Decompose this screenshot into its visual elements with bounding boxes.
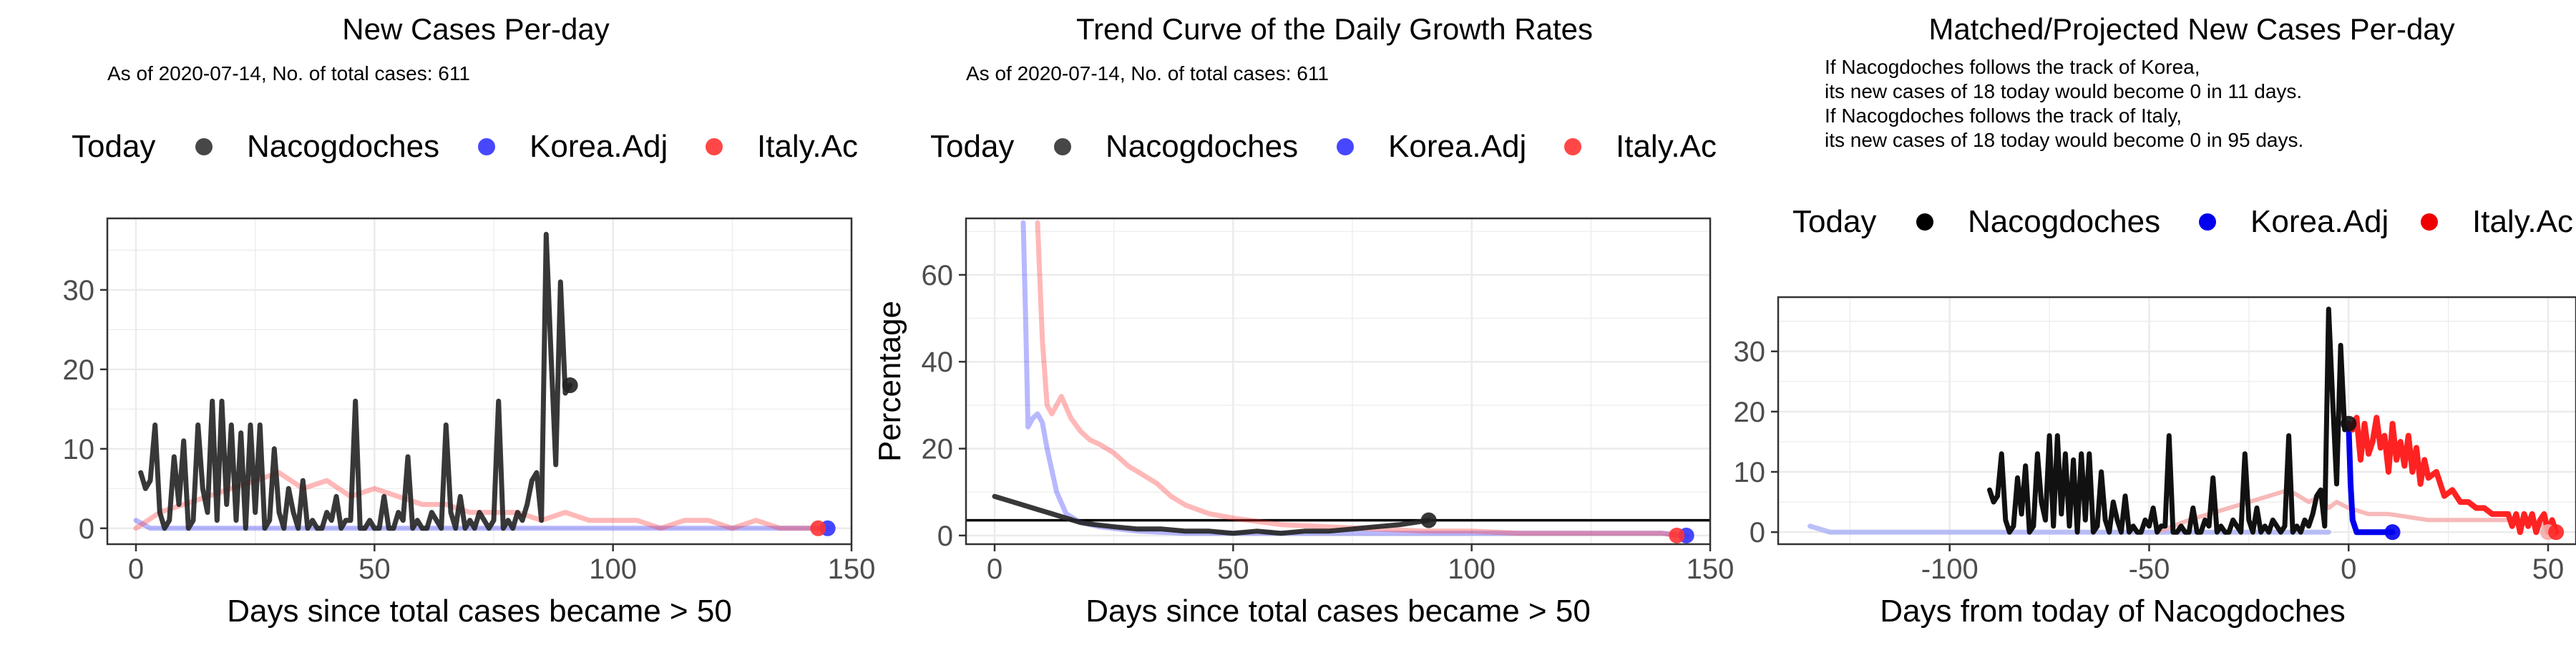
legend-marker [1054, 138, 1071, 155]
legend-title: Today [72, 129, 155, 164]
y-tick-label: 0 [1750, 517, 1765, 548]
today-point [562, 377, 578, 393]
chart-annotation: its new cases of 18 today would become 0… [1825, 129, 2303, 151]
legend-entry: Italy.Ac [1616, 129, 1717, 164]
chart-annotation: If Nacogdoches follows the track of Kore… [1825, 56, 2200, 78]
x-tick-label: 150 [828, 553, 876, 585]
y-tick-label: 40 [922, 347, 954, 378]
today-point [2341, 416, 2356, 432]
y-tick-label: 60 [922, 260, 954, 291]
legend-marker [706, 138, 723, 155]
y-axis-label: Percentage [872, 301, 907, 462]
legend-marker [1337, 138, 1354, 155]
legend-title: Today [930, 129, 1014, 164]
y-tick-label: 10 [1734, 457, 1766, 488]
x-tick-label: 0 [2341, 553, 2356, 585]
legend-entry: Italy.Ac [2472, 204, 2573, 239]
y-tick-label: 10 [63, 434, 95, 465]
y-tick-label: 20 [63, 354, 95, 386]
y-tick-label: 0 [937, 521, 953, 552]
chart-subtitle: As of 2020-07-14, No. of total cases: 61… [107, 62, 470, 84]
x-axis-label: Days since total cases became > 50 [1085, 594, 1591, 629]
x-axis-label: Days from today of Nacogdoches [1880, 594, 2346, 629]
legend-marker [1916, 213, 1933, 231]
y-tick-label: 20 [1734, 397, 1766, 428]
today-point [2385, 524, 2401, 540]
plot-area [966, 218, 1710, 544]
chart-title: Trend Curve of the Daily Growth Rates [1076, 12, 1593, 46]
chart-title: New Cases Per-day [342, 12, 609, 46]
legend-entry: Korea.Adj [1388, 129, 1526, 164]
x-axis-label: Days since total cases became > 50 [227, 594, 732, 629]
today-point [1421, 513, 1437, 528]
chart-title: Matched/Projected New Cases Per-day [1928, 12, 2454, 46]
x-tick-label: 150 [1687, 553, 1735, 585]
legend-entry: Italy.Ac [757, 129, 858, 164]
y-tick-label: 30 [63, 275, 95, 306]
today-point [810, 521, 826, 536]
x-tick-label: 100 [1448, 553, 1496, 585]
legend-marker [2199, 213, 2216, 231]
chart-annotation: its new cases of 18 today would become 0… [1825, 80, 2302, 102]
x-tick-label: 0 [987, 553, 1002, 585]
x-tick-label: 100 [589, 553, 637, 585]
legend-title: Today [1792, 204, 1876, 239]
x-tick-label: -100 [1921, 553, 1979, 585]
x-tick-label: 50 [1217, 553, 1249, 585]
y-tick-label: 30 [1734, 337, 1766, 368]
legend-entry: Korea.Adj [530, 129, 668, 164]
x-tick-label: -50 [2129, 553, 2170, 585]
x-tick-label: 50 [358, 553, 391, 585]
y-tick-label: 0 [79, 513, 94, 545]
today-point [2548, 524, 2564, 540]
chart-annotation: If Nacogdoches follows the track of Ital… [1825, 105, 2182, 127]
legend-marker [195, 138, 213, 155]
legend-entry: Korea.Adj [2250, 204, 2389, 239]
x-tick-label: 0 [128, 553, 144, 585]
legend-entry: Nacogdoches [1106, 129, 1298, 164]
x-tick-label: 50 [2532, 553, 2565, 585]
y-tick-label: 20 [922, 434, 954, 465]
legend-entry: Nacogdoches [1968, 204, 2160, 239]
legend-marker [1564, 138, 1581, 155]
chart-subtitle: As of 2020-07-14, No. of total cases: 61… [966, 62, 1329, 84]
legend-entry: Nacogdoches [247, 129, 439, 164]
legend-marker [478, 138, 495, 155]
plot-area [1778, 297, 2576, 544]
legend-marker [2421, 213, 2438, 231]
today-point [1669, 528, 1684, 543]
